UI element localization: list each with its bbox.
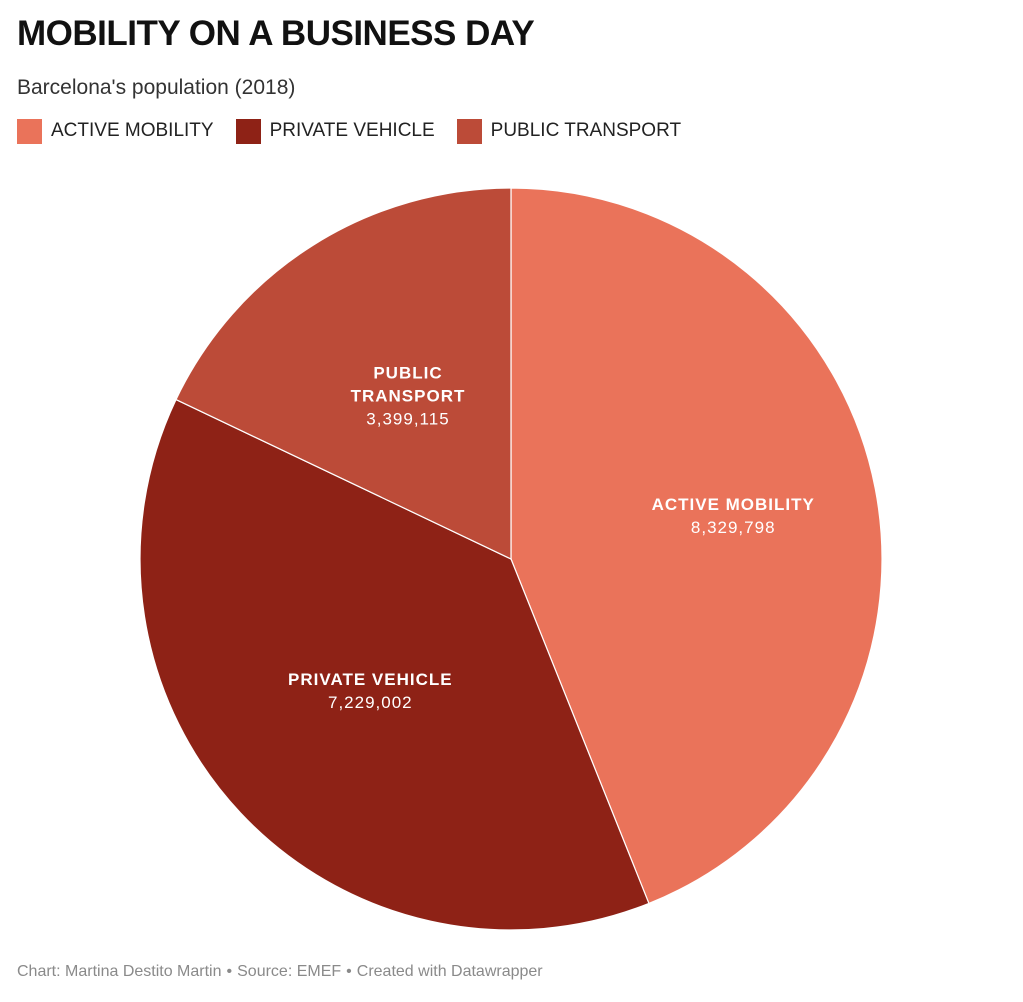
pie-label-name: PRIVATE VEHICLE (288, 670, 453, 689)
pie-label-private-vehicle: PRIVATE VEHICLE 7,229,002 (288, 670, 453, 712)
footer-separator: • (226, 963, 233, 980)
chart-footer: Chart: Martina Destito Martin • Source: EM… (17, 963, 543, 981)
chart-title: MOBILITY ON A BUSINESS DAY (17, 14, 535, 53)
pie-label-value: 7,229,002 (328, 693, 413, 712)
footer-separator: • (346, 963, 352, 980)
pie-slice-active-mobility (510, 187, 883, 905)
pie-label-value: 3,399,115 (366, 409, 449, 428)
legend-label-public-transport: PUBLIC TRANSPORT (490, 120, 682, 141)
legend-label-active-mobility: ACTIVE MOBILITY (51, 120, 214, 141)
pie-label-name: PUBLIC (373, 363, 442, 382)
pie-label-name: ACTIVE MOBILITY (652, 495, 815, 514)
pie-label-active-mobility: ACTIVE MOBILITY 8,329,798 (652, 495, 815, 537)
pie-slice-private-vehicle (139, 398, 650, 931)
chart-subtitle: Barcelona's population (2018) (17, 76, 296, 99)
legend-swatch-active-mobility (17, 118, 42, 144)
pie-label-name: TRANSPORT (351, 386, 466, 405)
legend-label-private-vehicle: PRIVATE VEHICLE (269, 120, 435, 141)
legend-swatch-private-vehicle (235, 118, 261, 144)
legend-swatch-public-transport (456, 118, 482, 144)
legend-item-active-mobility: ACTIVE MOBILITY (17, 118, 214, 144)
footer-chart-credit: Chart: Martina Destito Martin (17, 963, 222, 980)
legend: ACTIVE MOBILITY PRIVATE VEHICLE PUBLIC T… (17, 118, 703, 144)
footer-source: Source: EMEF (237, 963, 342, 980)
legend-item-private-vehicle: PRIVATE VEHICLE (235, 118, 435, 144)
pie-label-value: 8,329,798 (691, 518, 776, 537)
pie-label-public-transport: PUBLIC TRANSPORT 3,399,115 (351, 363, 466, 428)
footer-created-with: Created with Datawrapper (356, 963, 543, 980)
legend-item-public-transport: PUBLIC TRANSPORT (456, 118, 682, 144)
pie-slice-public-transport (175, 187, 512, 560)
